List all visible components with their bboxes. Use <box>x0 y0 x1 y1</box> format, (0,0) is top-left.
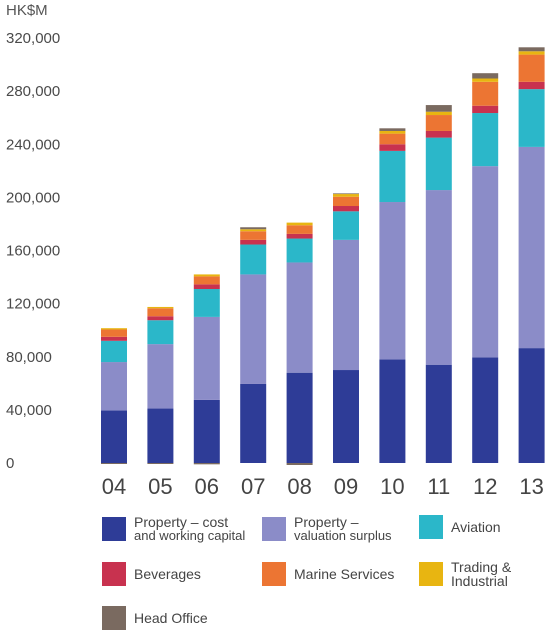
y-tick-label: 120,000 <box>6 296 60 313</box>
bar-segment-head-office <box>518 47 545 52</box>
bar-segment-marine-services <box>147 308 174 317</box>
bar-segment-negative-head-office <box>147 463 174 464</box>
y-axis-unit-label: HK$M <box>6 2 48 19</box>
bar-segment-marine-services <box>193 276 220 285</box>
x-tick-label: 11 <box>427 474 450 499</box>
bar-segment-beverages <box>472 105 499 114</box>
bar-segment-beverages <box>240 239 267 245</box>
y-tick-label: 280,000 <box>6 83 60 100</box>
bar-segment-trading-industrial <box>379 130 406 134</box>
bar-segment-trading-industrial <box>518 51 545 55</box>
bar-segment-aviation <box>333 211 359 240</box>
bar-segment-beverages <box>425 130 452 138</box>
bar-segment-property-cost-and-working-capital <box>518 348 545 463</box>
y-tick-label: 200,000 <box>6 189 60 206</box>
bar-segment-property-cost-and-working-capital <box>379 359 406 463</box>
bar-segment-marine-services <box>379 133 406 145</box>
bar-segment-head-office <box>333 193 359 195</box>
y-tick-label: 240,000 <box>6 136 60 153</box>
bar-segment-head-office <box>240 227 267 230</box>
bar-segment-trading-industrial <box>425 111 452 116</box>
bar-segment-aviation <box>286 238 313 263</box>
bar-segment-aviation <box>101 340 127 363</box>
bar-segment-property-valuation-surplus <box>518 146 545 349</box>
bar-segment-negative-head-office <box>193 463 220 465</box>
bar-segment-property-cost-and-working-capital <box>240 383 267 463</box>
x-tick-label: 06 <box>195 474 219 499</box>
bar-segment-aviation <box>472 113 499 167</box>
bar-segment-property-valuation-surplus <box>193 316 220 400</box>
y-tick-label: 40,000 <box>6 402 52 419</box>
bar-segment-property-cost-and-working-capital <box>333 370 359 463</box>
bar-segment-property-valuation-surplus <box>286 262 313 373</box>
bar-segment-aviation <box>379 150 406 203</box>
x-tick-label: 13 <box>519 474 543 499</box>
bar-segment-marine-services <box>101 329 127 337</box>
bar-segment-trading-industrial <box>286 222 313 226</box>
bar-segment-head-office <box>425 105 452 112</box>
y-tick-label: 320,000 <box>6 30 60 47</box>
bar-segment-beverages <box>286 233 313 239</box>
bar-segment-beverages <box>147 316 174 321</box>
bar-segment-head-office <box>379 128 406 131</box>
bar-segment-trading-industrial <box>333 194 359 197</box>
bar-segment-marine-services <box>286 225 313 234</box>
bar-segment-marine-services <box>425 115 452 131</box>
bar-segment-beverages <box>379 144 406 151</box>
x-tick-label: 04 <box>102 474 126 499</box>
bar-segment-beverages <box>518 81 545 90</box>
x-tick-label: 10 <box>380 474 404 499</box>
bar-segment-aviation <box>425 137 452 191</box>
bar-segment-property-cost-and-working-capital <box>101 410 127 463</box>
bar-segment-property-valuation-surplus <box>147 344 174 409</box>
bar-segment-aviation <box>193 289 220 317</box>
bar-segment-aviation <box>518 89 545 147</box>
bar-segment-beverages <box>193 284 220 290</box>
bar-segment-property-cost-and-working-capital <box>286 372 313 463</box>
bar-segment-marine-services <box>240 231 267 240</box>
x-tick-label: 12 <box>473 474 497 499</box>
x-tick-label: 09 <box>334 474 358 499</box>
bar-segment-property-valuation-surplus <box>333 239 359 371</box>
bar-segment-marine-services <box>333 196 359 207</box>
bar-segment-trading-industrial <box>240 229 267 232</box>
x-tick-label: 08 <box>287 474 311 499</box>
bar-segment-head-office <box>472 73 499 79</box>
bar-segment-property-valuation-surplus <box>379 202 406 360</box>
bar-segment-beverages <box>333 206 359 212</box>
x-tick-label: 05 <box>148 474 172 499</box>
bar-segment-negative-head-office <box>101 463 127 464</box>
bar-segment-negative-head-office <box>286 463 313 465</box>
x-tick-label: 07 <box>241 474 265 499</box>
bar-segment-property-valuation-surplus <box>425 190 452 365</box>
bar-segment-trading-industrial <box>101 328 127 330</box>
bar-segment-trading-industrial <box>147 306 174 309</box>
bar-segment-trading-industrial <box>193 274 220 277</box>
bar-segment-marine-services <box>472 81 499 106</box>
bar-segment-beverages <box>101 336 127 341</box>
bar-segment-property-cost-and-working-capital <box>147 408 174 463</box>
bar-segment-property-valuation-surplus <box>240 274 267 384</box>
bar-segment-trading-industrial <box>472 78 499 82</box>
bar-segment-aviation <box>240 244 267 275</box>
bar-segment-property-valuation-surplus <box>472 166 499 358</box>
y-tick-label: 0 <box>6 455 14 472</box>
y-tick-label: 80,000 <box>6 349 52 366</box>
bar-segment-marine-services <box>518 54 545 82</box>
bar-segment-property-valuation-surplus <box>101 362 127 411</box>
bar-segment-property-cost-and-working-capital <box>425 364 452 463</box>
y-tick-label: 160,000 <box>6 243 60 260</box>
bar-segment-property-cost-and-working-capital <box>472 357 499 463</box>
bar-segment-aviation <box>147 320 174 345</box>
bar-segment-property-cost-and-working-capital <box>193 399 220 463</box>
